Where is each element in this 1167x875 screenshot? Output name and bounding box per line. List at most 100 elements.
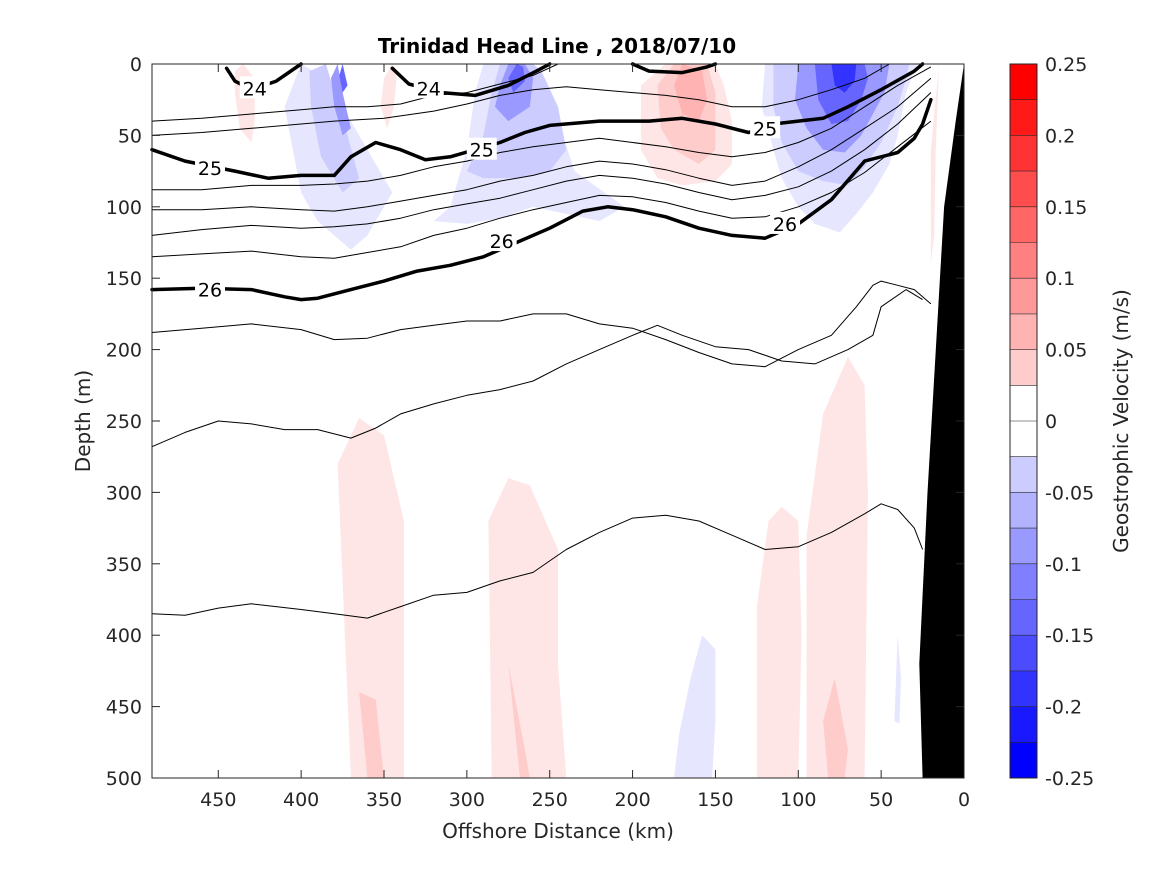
colorbar-label: Geostrophic Velocity (m/s) — [1109, 289, 1133, 553]
thin-contour-3 — [152, 77, 932, 212]
velocity-patch-positive-9 — [508, 663, 530, 778]
contour-label-bg-26-1 — [486, 229, 517, 252]
velocity-patch-positive-8 — [488, 478, 567, 778]
contour-label-bg-25-1 — [466, 137, 497, 160]
colorbar-bin-0 — [1010, 64, 1037, 100]
x-tick-label-400: 400 — [283, 789, 319, 811]
colorbar-bin-4 — [1010, 206, 1037, 243]
colorbar-frame — [1009, 63, 1038, 779]
thin-contour-4 — [151, 92, 932, 236]
y-axis: 0 50 100 150 200 250 300 350 400 450 500 — [106, 54, 964, 790]
density-contour-26-0 — [150, 97, 933, 302]
contour-label-bg-24-0 — [239, 76, 270, 99]
velocity-patch-negative-25 — [831, 64, 857, 93]
colorbar-bin-1 — [1010, 99, 1037, 136]
contour-label-26-1: 26 — [490, 231, 514, 253]
x-tick-label-450: 450 — [200, 789, 236, 811]
colorbar-tick-label-6: -0.05 — [1045, 482, 1094, 504]
thin-contour-6 — [151, 280, 932, 368]
thin-contour-2 — [152, 66, 932, 191]
contour-label-24-0: 24 — [243, 78, 267, 100]
thin-contour-0 — [151, 63, 559, 122]
velocity-patch-positive-6 — [337, 418, 404, 778]
density-contour-24-1 — [390, 62, 552, 98]
contour-label-25-1: 25 — [470, 140, 494, 162]
colorbar-tick-label-3: 0.1 — [1045, 268, 1075, 290]
x-tick-label-50: 50 — [869, 789, 893, 811]
thin-contour-8 — [151, 503, 924, 619]
thin-contour-5 — [151, 120, 932, 259]
x-tick-label-350: 350 — [366, 789, 402, 811]
colorbar-bin-18 — [1010, 706, 1037, 743]
density-contour-24-2 — [630, 62, 718, 75]
chart-title: Trinidad Head Line , 2018/07/10 — [378, 34, 736, 58]
x-tick-label-250: 250 — [532, 789, 568, 811]
velocity-patch-positive-4 — [674, 64, 708, 122]
y-tick-label-250: 250 — [106, 411, 142, 433]
colorbar-bin-11 — [1010, 456, 1037, 493]
colorbar-bin-6 — [1010, 278, 1037, 314]
velocity-patch-negative-20 — [508, 64, 525, 93]
colorbar-tick-label-2: 0.15 — [1045, 197, 1087, 219]
colorbar-bin-3 — [1010, 171, 1037, 207]
y-axis-label: Depth (m) — [71, 370, 95, 472]
colorbar-bin-17 — [1010, 670, 1037, 707]
y-tick-label-400: 400 — [106, 625, 142, 647]
colorbar-bin-2 — [1010, 135, 1037, 172]
y-tick-label-0: 0 — [130, 54, 142, 76]
colorbar-bin-7 — [1010, 313, 1037, 350]
colorbar-bin-13 — [1010, 528, 1037, 564]
y-tick-label-300: 300 — [106, 482, 142, 504]
density-contours — [150, 62, 933, 619]
x-axis: 450 400 350 300 250 200 150 100 50 0 — [200, 64, 970, 811]
velocity-patch-negative-27 — [894, 635, 901, 724]
contour-label-bg-25-0 — [195, 156, 225, 179]
velocity-patch-positive-12 — [823, 678, 848, 778]
colorbar-bin-12 — [1010, 492, 1037, 529]
x-tick-label-200: 200 — [614, 789, 650, 811]
contour-labels: 24 24 25 25 25 26 26 26 — [195, 76, 801, 302]
x-axis-label: Offshore Distance (km) — [442, 819, 674, 843]
seafloor-shape — [919, 64, 964, 778]
colorbar-bin-9 — [1010, 385, 1037, 421]
velocity-patch-negative-16 — [339, 64, 348, 93]
colorbar-bin-10 — [1010, 421, 1037, 457]
y-tick-label-500: 500 — [106, 768, 142, 790]
contour-label-bg-25-2 — [750, 116, 781, 139]
colorbar-bin-19 — [1010, 742, 1037, 778]
contour-label-bg-26-2 — [770, 211, 801, 234]
y-tick-label-100: 100 — [106, 197, 142, 219]
colorbar-tick-label-9: -0.2 — [1045, 697, 1082, 719]
contour-label-25-0: 25 — [198, 158, 222, 180]
contour-label-26-0: 26 — [198, 280, 222, 302]
contour-label-26-2: 26 — [773, 214, 797, 236]
contour-label-bg-24-1 — [413, 76, 444, 99]
contour-label-24-1: 24 — [417, 78, 441, 100]
colorbar-bin-8 — [1010, 349, 1037, 386]
colorbar-tick-label-1: 0.2 — [1045, 125, 1075, 147]
velocity-patch-positive-5 — [930, 64, 940, 264]
colorbar-tick-label-5: 0 — [1045, 411, 1057, 433]
x-tick-label-150: 150 — [697, 789, 733, 811]
y-tick-label-200: 200 — [106, 340, 142, 362]
velocity-patch-negative-26 — [674, 635, 716, 778]
colorbar-tick-label-7: -0.1 — [1045, 554, 1082, 576]
colorbar-tick-label-4: 0.05 — [1045, 340, 1087, 362]
contour-label-bg-26-0 — [195, 277, 225, 300]
velocity-patch-positive-1 — [380, 64, 398, 129]
velocity-patch-positive-11 — [806, 356, 868, 778]
colorbar-bin-14 — [1010, 563, 1037, 600]
plot-area: 24 24 25 25 25 26 26 26 — [150, 62, 965, 779]
colorbar: 0.25 0.2 0.15 0.1 0.05 0 -0.05 -0.1 -0.15 -0.2 -0.… — [1009, 54, 1094, 790]
velocity-patch-positive-7 — [359, 692, 384, 778]
colorbar-bin-15 — [1010, 599, 1037, 636]
thin-contour-7 — [151, 289, 923, 448]
bathymetry-layer — [919, 64, 964, 778]
x-tick-label-100: 100 — [780, 789, 816, 811]
y-tick-label-150: 150 — [106, 268, 142, 290]
x-tick-label-300: 300 — [449, 789, 485, 811]
colorbar-tick-label-8: -0.15 — [1045, 625, 1094, 647]
velocity-patch-positive-10 — [756, 506, 802, 778]
y-tick-label-50: 50 — [118, 125, 142, 147]
